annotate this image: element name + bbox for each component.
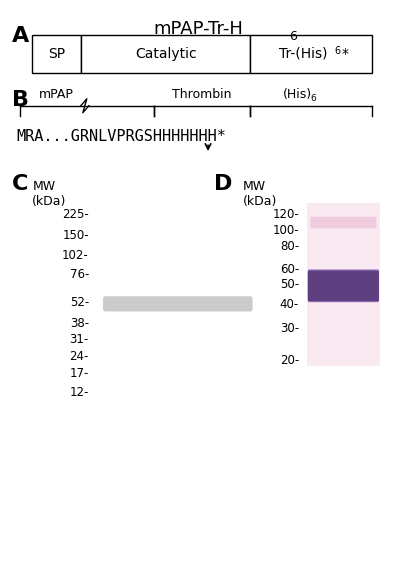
Text: mPAP-Tr-H: mPAP-Tr-H xyxy=(154,20,243,38)
Text: 17-: 17- xyxy=(69,367,89,379)
Text: 31-: 31- xyxy=(69,333,89,346)
Text: MRA...GRNLVPRGSHHHHHHH*: MRA...GRNLVPRGSHHHHHHH* xyxy=(16,129,226,144)
Text: 50-: 50- xyxy=(280,278,299,291)
FancyBboxPatch shape xyxy=(308,270,379,302)
FancyBboxPatch shape xyxy=(250,35,372,73)
Text: 24-: 24- xyxy=(69,350,89,363)
Text: A: A xyxy=(12,26,29,46)
Text: 52-: 52- xyxy=(69,296,89,309)
Text: 12-: 12- xyxy=(69,386,89,399)
FancyBboxPatch shape xyxy=(81,35,250,73)
Text: 6: 6 xyxy=(310,94,316,103)
Text: mPAP: mPAP xyxy=(39,88,74,101)
Text: (His): (His) xyxy=(282,88,311,101)
Text: 40-: 40- xyxy=(280,298,299,311)
Text: *: * xyxy=(342,46,349,61)
FancyBboxPatch shape xyxy=(308,271,379,301)
Text: 38-: 38- xyxy=(70,317,89,330)
FancyBboxPatch shape xyxy=(310,217,377,228)
Text: Thrombin: Thrombin xyxy=(172,88,232,101)
Text: 20-: 20- xyxy=(280,354,299,367)
Text: SP: SP xyxy=(48,46,65,61)
Text: 100-: 100- xyxy=(272,224,299,237)
FancyBboxPatch shape xyxy=(308,270,379,302)
Text: Catalytic: Catalytic xyxy=(135,46,196,61)
Text: 6: 6 xyxy=(289,30,297,43)
Text: 30-: 30- xyxy=(280,322,299,335)
FancyBboxPatch shape xyxy=(307,203,380,366)
Text: 6: 6 xyxy=(334,46,341,56)
FancyBboxPatch shape xyxy=(103,296,252,311)
Text: Tr-(His): Tr-(His) xyxy=(279,46,327,61)
FancyBboxPatch shape xyxy=(308,270,379,302)
FancyBboxPatch shape xyxy=(103,296,252,311)
Text: MW: MW xyxy=(242,180,265,193)
Text: (kDa): (kDa) xyxy=(32,195,67,207)
FancyBboxPatch shape xyxy=(32,35,81,73)
Text: 76-: 76- xyxy=(69,268,89,281)
Text: C: C xyxy=(12,174,29,194)
Text: MW: MW xyxy=(32,180,55,193)
Text: 60-: 60- xyxy=(280,263,299,275)
Text: (kDa): (kDa) xyxy=(242,195,277,207)
Text: 80-: 80- xyxy=(280,241,299,253)
Text: 225-: 225- xyxy=(62,209,89,221)
Text: 150-: 150- xyxy=(62,229,89,242)
Text: 102-: 102- xyxy=(62,249,89,262)
Text: B: B xyxy=(12,90,29,110)
Text: 120-: 120- xyxy=(272,209,299,221)
Text: D: D xyxy=(214,174,232,194)
